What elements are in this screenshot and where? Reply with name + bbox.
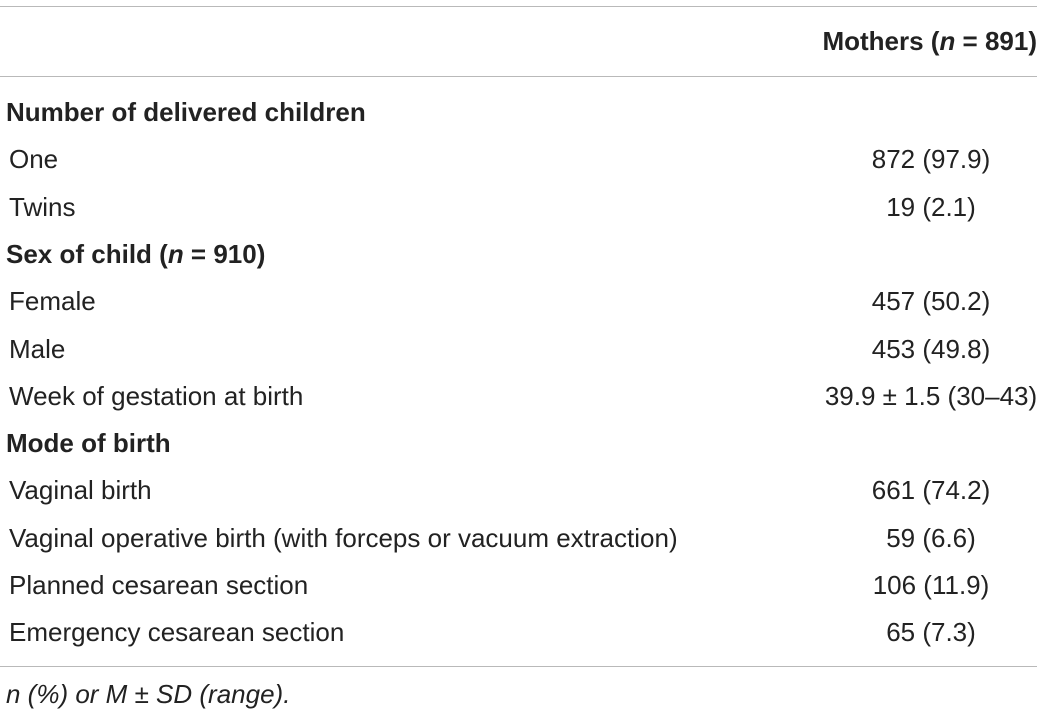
row-value: 19 (2.1): [886, 192, 976, 222]
row-value: 65 (7.3): [886, 617, 976, 647]
table-row: Emergency cesarean section 65 (7.3): [0, 610, 1043, 654]
section-row-mode-of-birth: Mode of birth: [0, 421, 1043, 465]
row-label: Male: [9, 334, 66, 364]
table-row: Twins 19 (2.1): [0, 185, 1043, 229]
section-row-delivered-children: Number of delivered children: [0, 90, 1043, 134]
table-row: Vaginal birth 661 (74.2): [0, 468, 1043, 512]
row-label: Planned cesarean section: [9, 570, 309, 600]
table-row: Vaginal operative birth (with forceps or…: [0, 516, 1043, 560]
table-top-rule: [0, 6, 1037, 7]
row-value: 872 (97.9): [871, 144, 991, 174]
row-value: 59 (6.6): [886, 523, 976, 553]
table-header-row: Mothers (n = 891): [0, 19, 1043, 63]
row-value: 106 (11.9): [872, 570, 990, 600]
section-label: Sex of child (n = 910): [6, 239, 266, 269]
table-bottom-rule: [0, 666, 1037, 667]
column-header-mothers: Mothers (n = 891): [822, 26, 1037, 56]
row-value: 661 (74.2): [871, 475, 991, 505]
section-label: Mode of birth: [6, 428, 171, 458]
table-row: Female 457 (50.2): [0, 279, 1043, 323]
row-label: Week of gestation at birth: [9, 381, 304, 411]
row-label: Female: [9, 286, 96, 316]
row-value: 457 (50.2): [871, 286, 991, 316]
section-row-sex-of-child: Sex of child (n = 910): [0, 232, 1043, 276]
table-row: Planned cesarean section 106 (11.9): [0, 563, 1043, 607]
table-row: Male 453 (49.8): [0, 327, 1043, 371]
row-label: Emergency cesarean section: [9, 617, 345, 647]
row-label: Vaginal operative birth (with forceps or…: [9, 523, 678, 553]
header-bottom-rule: [0, 76, 1037, 77]
row-label: Vaginal birth: [9, 475, 152, 505]
row-label: One: [9, 144, 59, 174]
table-row: One 872 (97.9): [0, 137, 1043, 181]
row-value: 453 (49.8): [871, 334, 991, 364]
table-footnote: n (%) or M ± SD (range).: [6, 679, 291, 709]
table-row: Week of gestation at birth 39.9 ± 1.5 (3…: [0, 374, 1043, 418]
row-value: 39.9 ± 1.5 (30–43): [824, 381, 1038, 411]
row-label: Twins: [9, 192, 76, 222]
section-label: Number of delivered children: [6, 97, 366, 127]
